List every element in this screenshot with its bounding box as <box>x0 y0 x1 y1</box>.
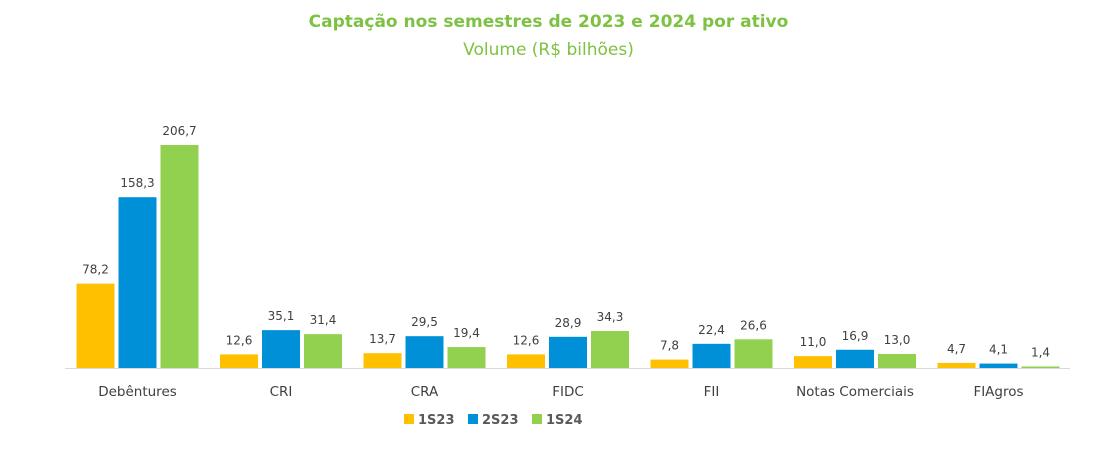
bar-1s24 <box>160 145 199 368</box>
legend-swatch <box>468 414 478 424</box>
bar-1s23 <box>76 283 115 368</box>
bar-1s24 <box>304 334 342 368</box>
data-label: 7,8 <box>660 339 679 353</box>
legend-label: 1S23 <box>418 413 455 428</box>
bar-1s23 <box>363 353 402 368</box>
data-label: 11,0 <box>800 335 827 349</box>
category-label: FII <box>704 384 720 400</box>
bar-1s24 <box>878 353 916 368</box>
bar-1s23 <box>220 354 258 368</box>
bar-2s23 <box>692 343 731 368</box>
category-label: FIDC <box>552 384 584 400</box>
data-label: 78,2 <box>82 263 109 277</box>
bar-2s23 <box>836 349 874 368</box>
bar-1s23 <box>794 356 832 368</box>
bar-1s24 <box>1021 366 1060 368</box>
data-label: 16,9 <box>842 329 869 343</box>
legend-label: 1S24 <box>546 413 583 428</box>
data-label: 29,5 <box>411 315 438 329</box>
bar-1s23 <box>507 354 545 368</box>
bar-2s23 <box>118 197 157 368</box>
bar-2s23 <box>979 363 1018 368</box>
category-label: CRA <box>411 384 439 400</box>
chart-title: Captação nos semestres de 2023 e 2024 po… <box>308 12 789 32</box>
bar-2s23 <box>549 336 587 368</box>
data-label: 4,1 <box>989 343 1008 357</box>
category-label: Notas Comerciais <box>796 384 914 400</box>
data-label: 35,1 <box>268 309 295 323</box>
data-label: 26,6 <box>740 318 767 332</box>
category-label: Debêntures <box>98 384 177 400</box>
data-label: 31,4 <box>310 313 337 327</box>
data-label: 206,7 <box>162 124 196 138</box>
data-label: 1,4 <box>1031 345 1050 359</box>
bar-2s23 <box>262 330 300 368</box>
data-label: 12,6 <box>226 333 253 347</box>
data-label: 13,0 <box>884 333 911 347</box>
bar-1s23 <box>650 359 689 368</box>
category-label: FIAgros <box>973 384 1023 400</box>
data-label: 13,7 <box>369 332 396 346</box>
legend-swatch <box>532 414 542 424</box>
bar-2s23 <box>405 336 444 368</box>
data-label: 12,6 <box>513 333 540 347</box>
legend-swatch <box>404 414 414 424</box>
bar-1s23 <box>937 362 976 368</box>
data-label: 4,7 <box>947 342 966 356</box>
data-label: 28,9 <box>555 316 582 330</box>
bar-1s24 <box>447 347 486 368</box>
legend-label: 2S23 <box>482 413 519 428</box>
category-label: CRI <box>270 384 293 400</box>
data-label: 19,4 <box>453 326 480 340</box>
bar-1s24 <box>734 339 773 368</box>
chart-subtitle: Volume (R$ bilhões) <box>463 40 634 60</box>
bar-1s24 <box>591 330 629 368</box>
data-label: 158,3 <box>120 176 154 190</box>
data-label: 34,3 <box>597 310 624 324</box>
data-label: 22,4 <box>698 323 725 337</box>
